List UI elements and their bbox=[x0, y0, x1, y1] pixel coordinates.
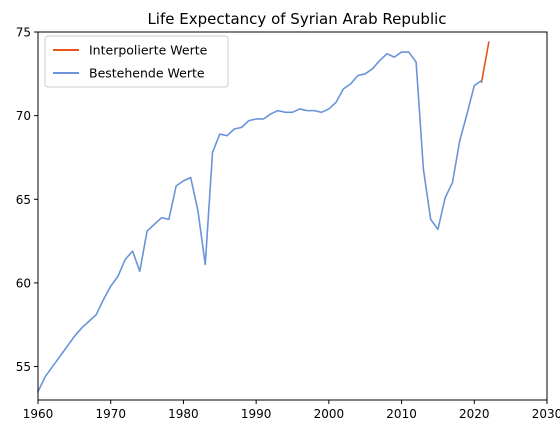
series-line-existing bbox=[37, 51, 483, 393]
y-tick-label: 70 bbox=[16, 109, 31, 123]
x-tick-label: 1990 bbox=[241, 407, 272, 421]
y-tick-label: 65 bbox=[16, 193, 31, 207]
y-tick-label: 60 bbox=[16, 276, 31, 290]
y-tick-label: 75 bbox=[16, 26, 31, 40]
x-tick-label: 2000 bbox=[314, 407, 345, 421]
legend-label-interpolated: Interpolierte Werte bbox=[89, 43, 208, 58]
x-tick-label: 2030 bbox=[532, 407, 560, 421]
y-tick-label: 55 bbox=[16, 360, 31, 374]
x-tick-label: 1970 bbox=[95, 407, 126, 421]
plot-area bbox=[37, 41, 490, 393]
chart-title: Life Expectancy of Syrian Arab Republic bbox=[147, 10, 446, 28]
x-tick-label: 1980 bbox=[168, 407, 199, 421]
axes: 1960 1970 1980 1990 2000 2010 2020 2030 55 60 65 70… bbox=[16, 26, 560, 422]
x-tick-label: 2020 bbox=[459, 407, 490, 421]
x-tick-label: 2010 bbox=[386, 407, 417, 421]
series-line-interpolated bbox=[480, 41, 490, 83]
legend-label-existing: Bestehende Werte bbox=[89, 66, 205, 81]
legend-box bbox=[44, 35, 229, 88]
axes-frame bbox=[37, 31, 548, 401]
x-tick-label: 1960 bbox=[23, 407, 54, 421]
legend: Interpolierte Werte Bestehende Werte bbox=[44, 35, 229, 88]
